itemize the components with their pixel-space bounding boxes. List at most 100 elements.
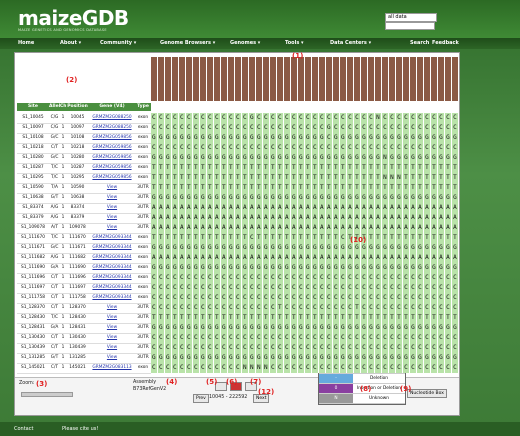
gene-link[interactable]: GRMZM2G059856 <box>89 143 135 154</box>
gene-link[interactable]: GRMZM2G093344 <box>89 243 135 254</box>
cell: 1 <box>60 343 66 354</box>
stock-header[interactable] <box>298 57 305 101</box>
nucleotide-box[interactable]: Nucleotide Box <box>407 389 447 398</box>
gene-link[interactable]: GRMZM2G059856 <box>89 153 135 164</box>
gene-link[interactable]: View <box>89 323 135 334</box>
gene-link[interactable]: View <box>89 203 135 214</box>
stock-header[interactable] <box>193 57 200 101</box>
stock-header[interactable] <box>151 57 158 101</box>
genotype-row: CCCCCCCCCCCCCCCCCCCCCCCCCCCCCCCCCCCCCCCC… <box>151 143 460 153</box>
gene-link[interactable]: GRMZM2G088250 <box>89 123 135 134</box>
stock-header[interactable] <box>389 57 396 101</box>
stock-header[interactable] <box>312 57 319 101</box>
gene-link[interactable]: View <box>89 303 135 314</box>
stock-header[interactable] <box>158 57 165 101</box>
cite-link[interactable]: Please cite us! <box>62 426 99 432</box>
help-button[interactable] <box>215 382 227 391</box>
stock-header[interactable] <box>424 57 431 101</box>
search-scope[interactable]: all data <box>385 13 437 22</box>
gene-link[interactable]: View <box>89 353 135 364</box>
gene-link[interactable]: GRMZM2G088250 <box>89 113 135 124</box>
gene-link[interactable]: GRMZM2G093344 <box>89 273 135 284</box>
nav-item[interactable]: Genome Browsers ▾ <box>160 40 216 46</box>
stock-header[interactable] <box>221 57 228 101</box>
gene-link[interactable]: View <box>89 213 135 224</box>
stock-header[interactable] <box>382 57 389 101</box>
stock-header[interactable] <box>200 57 207 101</box>
download-button[interactable] <box>245 382 257 391</box>
gene-link[interactable]: GRMZM2G059856 <box>89 133 135 144</box>
stock-header[interactable] <box>256 57 263 101</box>
nav-item[interactable]: Home <box>18 40 35 46</box>
gene-link[interactable]: GRMZM2G059856 <box>89 173 135 184</box>
nav-item[interactable]: Data Centers ▾ <box>330 40 372 46</box>
cell: C/T <box>49 333 60 344</box>
contact-link[interactable]: Contact <box>14 426 34 432</box>
genotype-row: GGGGGGGGGGGGGGGGGGGGGGGGGGGGGGGGGGGGGGGG… <box>151 263 460 273</box>
nav-item[interactable]: Search <box>410 40 430 46</box>
assembly[interactable]: B73RefGenV2 <box>133 387 167 392</box>
cell: 3UTR <box>135 303 151 314</box>
stock-header[interactable] <box>438 57 445 101</box>
gene-link[interactable]: GRMZM2G059856 <box>89 163 135 174</box>
next-button[interactable]: Next <box>253 394 270 403</box>
stock-header[interactable] <box>340 57 347 101</box>
stock-header[interactable] <box>270 57 277 101</box>
stock-header[interactable] <box>452 57 459 101</box>
stock-header[interactable] <box>354 57 361 101</box>
gene-link[interactable]: View <box>89 333 135 344</box>
stock-header[interactable] <box>165 57 172 101</box>
stock-header[interactable] <box>417 57 424 101</box>
stock-header[interactable] <box>179 57 186 101</box>
gene-link[interactable]: GRMZM2G093344 <box>89 283 135 294</box>
stock-header[interactable] <box>445 57 452 101</box>
stock-header[interactable] <box>291 57 298 101</box>
stock-header[interactable] <box>249 57 256 101</box>
gene-link[interactable]: View <box>89 343 135 354</box>
nav-item[interactable]: Tools ▾ <box>285 40 304 46</box>
stock-header[interactable] <box>284 57 291 101</box>
stock-header[interactable] <box>277 57 284 101</box>
cell: 1 <box>60 173 66 184</box>
zoom-slider[interactable] <box>21 392 73 397</box>
gene-link[interactable]: GRMZM2G083113 <box>89 363 135 374</box>
stock-header[interactable] <box>368 57 375 101</box>
stock-header[interactable] <box>263 57 270 101</box>
nav-item[interactable]: Community ▾ <box>100 40 137 46</box>
stock-header[interactable] <box>319 57 326 101</box>
stock-header[interactable] <box>333 57 340 101</box>
stock-header[interactable] <box>207 57 214 101</box>
gene-link[interactable]: View <box>89 183 135 194</box>
search-box[interactable] <box>385 22 435 30</box>
stock-header[interactable] <box>396 57 403 101</box>
stop-button[interactable] <box>230 382 242 391</box>
gene-link[interactable]: View <box>89 313 135 324</box>
nav-item[interactable]: Genomes ▾ <box>230 40 261 46</box>
stock-header[interactable] <box>347 57 354 101</box>
stock-header[interactable] <box>431 57 438 101</box>
gene-link[interactable]: GRMZM2G093344 <box>89 253 135 264</box>
cell: 10638 <box>66 193 89 204</box>
stock-header[interactable] <box>172 57 179 101</box>
gene-link[interactable]: View <box>89 223 135 234</box>
stock-header[interactable] <box>410 57 417 101</box>
stock-header[interactable] <box>242 57 249 101</box>
logo[interactable]: maizeGDB <box>18 6 129 30</box>
stock-header[interactable] <box>305 57 312 101</box>
gene-link[interactable]: View <box>89 193 135 204</box>
gene-link[interactable]: GRMZM2G093344 <box>89 293 135 304</box>
stock-header[interactable] <box>403 57 410 101</box>
cell: C/T <box>49 303 60 314</box>
stock-header[interactable] <box>186 57 193 101</box>
nav-item[interactable]: Feedback <box>432 40 459 46</box>
stock-header[interactable] <box>235 57 242 101</box>
stock-header[interactable] <box>228 57 235 101</box>
stock-header[interactable] <box>361 57 368 101</box>
stock-header[interactable] <box>214 57 221 101</box>
stock-header[interactable] <box>326 57 333 101</box>
stock-header[interactable] <box>375 57 382 101</box>
gene-link[interactable]: GRMZM2G093344 <box>89 233 135 244</box>
nav-item[interactable]: About ▾ <box>60 40 82 46</box>
gene-link[interactable]: GRMZM2G093344 <box>89 263 135 274</box>
prev-button[interactable]: Prev <box>193 394 209 403</box>
